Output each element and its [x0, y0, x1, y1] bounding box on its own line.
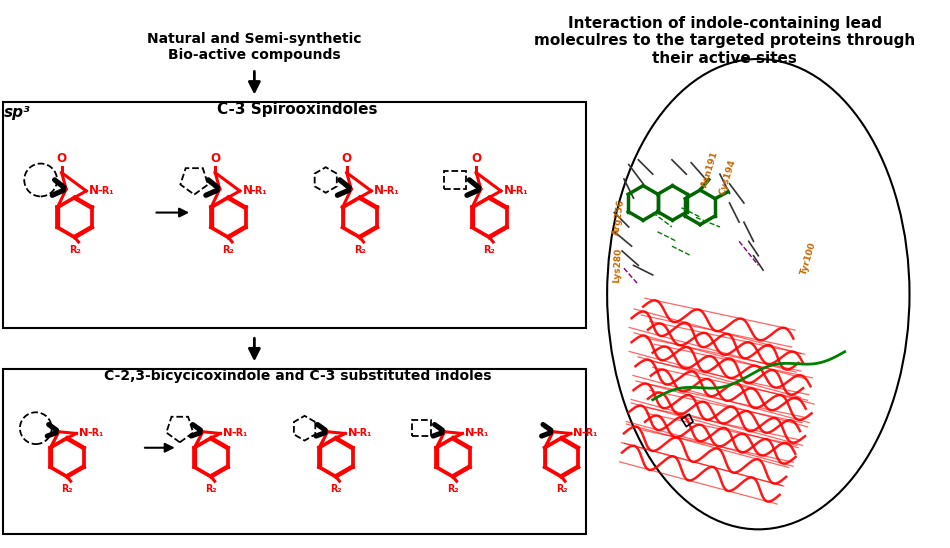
Text: –R₁: –R₁ — [512, 186, 528, 196]
Text: –R₁: –R₁ — [97, 186, 114, 196]
Text: Tyr100: Tyr100 — [799, 241, 818, 276]
Text: N: N — [89, 185, 99, 197]
Text: N: N — [348, 427, 357, 438]
Text: O: O — [342, 152, 352, 165]
Text: N: N — [242, 185, 253, 197]
Text: R₂: R₂ — [447, 484, 459, 494]
Text: –R₁: –R₁ — [473, 429, 489, 438]
Text: N: N — [223, 427, 233, 438]
Text: –R₁: –R₁ — [251, 186, 267, 196]
Text: –R₁: –R₁ — [87, 429, 104, 438]
Text: sp³: sp³ — [4, 105, 30, 120]
Text: R₂: R₂ — [62, 484, 73, 494]
Bar — [3, 369, 585, 534]
Text: N: N — [504, 185, 514, 197]
Text: N: N — [79, 427, 88, 438]
Text: C-2,3-bicycicoxindole and C-3 substituted indoles: C-2,3-bicycicoxindole and C-3 substitute… — [104, 369, 491, 383]
Text: Interaction of indole-containing lead
moleculres to the targeted proteins throug: Interaction of indole-containing lead mo… — [534, 16, 916, 66]
Text: N: N — [465, 427, 474, 438]
Bar — [3, 102, 585, 328]
Text: R₂: R₂ — [354, 245, 366, 255]
Text: R₂: R₂ — [331, 484, 342, 494]
Text: Lys280: Lys280 — [612, 248, 622, 283]
Text: O: O — [210, 152, 220, 165]
Ellipse shape — [607, 59, 909, 529]
Text: R₂: R₂ — [484, 245, 496, 255]
Text: –R₁: –R₁ — [382, 186, 399, 196]
Text: Asn191: Asn191 — [700, 150, 720, 189]
Text: N: N — [374, 185, 384, 197]
Text: Natural and Semi-synthetic
Bio-active compounds: Natural and Semi-synthetic Bio-active co… — [147, 32, 362, 62]
Text: O: O — [471, 152, 482, 165]
Text: R₂: R₂ — [556, 484, 567, 494]
Text: R₂: R₂ — [222, 245, 235, 255]
Text: –R₁: –R₁ — [581, 429, 598, 438]
Text: O: O — [57, 152, 67, 165]
Text: Cys194: Cys194 — [718, 158, 737, 196]
Text: –R₁: –R₁ — [231, 429, 247, 438]
Text: C-3 Spirooxindoles: C-3 Spirooxindoles — [218, 102, 378, 117]
Text: R₂: R₂ — [205, 484, 217, 494]
Text: R₂: R₂ — [69, 245, 81, 255]
Text: Arg256: Arg256 — [612, 198, 626, 236]
Text: N: N — [574, 427, 583, 438]
Text: –R₁: –R₁ — [356, 429, 372, 438]
